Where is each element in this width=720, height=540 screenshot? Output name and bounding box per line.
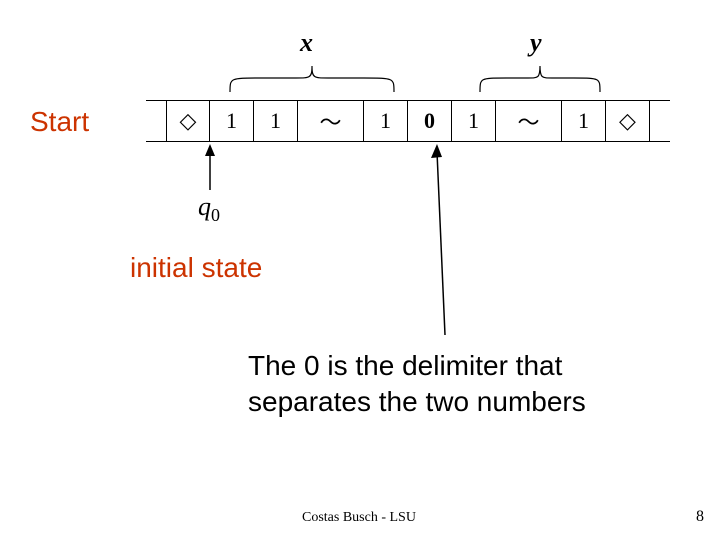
page-number: 8 [696,508,704,526]
tape-cell: 1 [364,100,408,142]
tape-cell: 1 [210,100,254,142]
tape-cell: ◇ [606,100,650,142]
delim-line-1: The 0 is the delimiter that [248,348,586,384]
brace-x [0,0,720,540]
tape-cell: 〜 [496,100,562,142]
tape-cell: 1 [254,100,298,142]
q0-sub: 0 [211,205,220,225]
tape-trail [650,100,670,142]
tape-cell: 1 [562,100,606,142]
label-x: x [300,28,313,58]
delim-line-2: separates the two numbers [248,384,586,420]
initial-state-label: initial state [130,252,262,284]
state-q0: q0 [198,192,220,226]
tape-cell: 0 [408,100,452,142]
footer-author: Costas Busch - LSU [302,510,416,526]
q0-letter: q [198,192,211,221]
start-label: Start [30,106,89,138]
tape-lead [146,100,166,142]
tape-cell: 〜 [298,100,364,142]
tape-cell: 1 [452,100,496,142]
tape-cell: ◇ [166,100,210,142]
tape: ◇11〜101〜1◇ [146,100,670,142]
delimiter-caption: The 0 is the delimiter that separates th… [248,348,586,421]
label-y: y [530,28,542,58]
